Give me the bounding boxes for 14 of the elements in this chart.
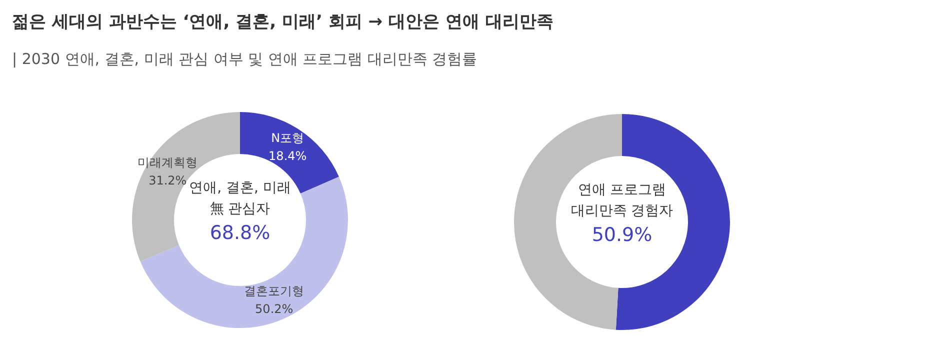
data-label: 31.2% xyxy=(148,174,187,188)
chart-subtitle: | 2030 연애, 결혼, 미래 관심 여부 및 연애 프로그램 대리만족 경험률 xyxy=(12,50,478,68)
text: 연애, 결혼, 미래 xyxy=(189,180,291,196)
data-label: 50.2% xyxy=(255,302,294,316)
slice-label: N포형 xyxy=(271,131,304,146)
data-label: 18.4% xyxy=(268,149,307,164)
slice-label: 미래계획형 xyxy=(138,156,198,170)
chart-title: 젊은 세대의 과반수는 ‘연애, 결혼, 미래’ 회피 → 대안은 연애 대리만족 xyxy=(12,12,554,32)
slice-label: 결혼포기형 xyxy=(244,284,304,298)
text: 無 관심자 xyxy=(210,201,270,217)
text: 연애 프로그램 xyxy=(578,182,666,198)
text: 50.9% xyxy=(592,224,652,246)
text: 68.8% xyxy=(210,222,270,244)
text: 대리만족 경험자 xyxy=(570,203,674,219)
